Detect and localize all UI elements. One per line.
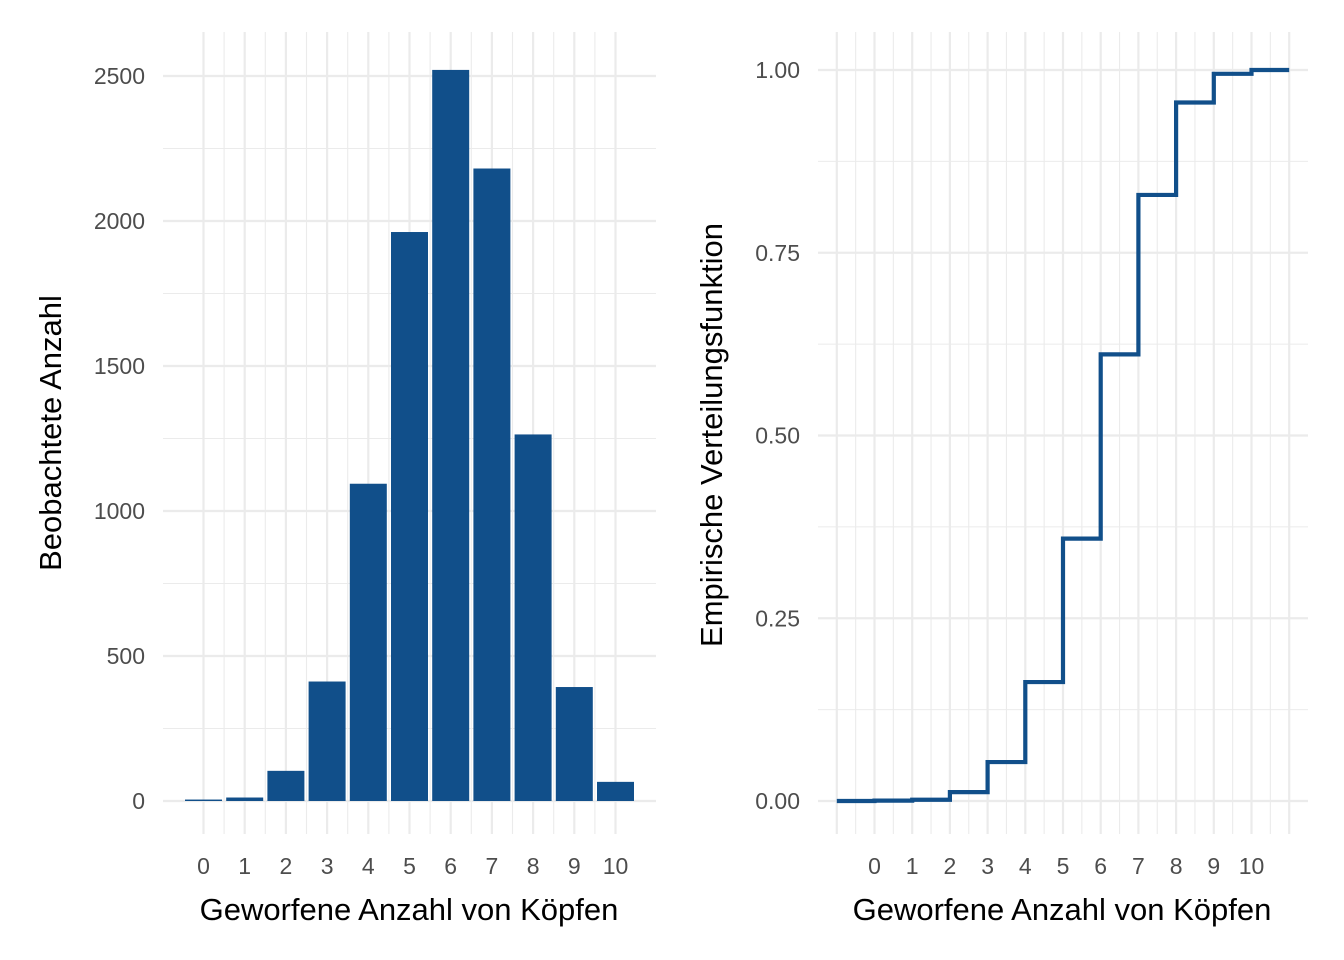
y-tick-label: 2500 (94, 63, 145, 89)
bar (267, 770, 305, 801)
ecdf-grid (818, 32, 1308, 834)
y-tick-label: 0.75 (755, 240, 800, 266)
y-tick-label: 2000 (94, 208, 145, 234)
ecdf-step-line (836, 67, 1290, 804)
bar (473, 168, 511, 801)
y-tick-label: 0 (132, 788, 145, 814)
x-tick-label: 6 (1094, 853, 1107, 879)
bar (555, 687, 593, 801)
ecdf-panel: 0.00 0.25 0.50 0.75 1.00 0 1 2 3 4 5 6 7 8 9 10 Geworf… (694, 32, 1308, 927)
x-tick-label: 5 (403, 853, 416, 879)
x-tick-label: 2 (944, 853, 957, 879)
x-tick-label: 10 (1239, 853, 1265, 879)
x-tick-label: 7 (1132, 853, 1145, 879)
bar (308, 681, 346, 801)
x-tick-label: 10 (603, 853, 629, 879)
histogram-x-axis-title: Geworfene Anzahl von Köpfen (200, 892, 619, 927)
bar (514, 434, 552, 801)
x-tick-label: 9 (568, 853, 581, 879)
x-tick-label: 2 (280, 853, 293, 879)
y-tick-label: 1500 (94, 353, 145, 379)
bar (185, 799, 222, 801)
ecdf-y-axis-title: Empirische Verteilungsfunktion (694, 223, 729, 647)
y-tick-label: 0.25 (755, 605, 800, 631)
histogram-bars (185, 69, 634, 801)
histogram-y-tick-labels: 0 500 1000 1500 2000 2500 (94, 63, 145, 814)
histogram-y-axis-title: Beobachtete Anzahl (33, 295, 68, 571)
x-tick-label: 0 (197, 853, 210, 879)
bar (597, 781, 634, 801)
x-tick-label: 6 (444, 853, 457, 879)
x-tick-label: 0 (868, 853, 881, 879)
x-tick-label: 4 (362, 853, 375, 879)
bar (226, 797, 264, 801)
x-tick-label: 3 (321, 853, 334, 879)
histogram-x-tick-labels: 0 1 2 3 4 5 6 7 8 9 10 (197, 853, 628, 879)
bar (391, 232, 428, 801)
x-tick-label: 3 (981, 853, 994, 879)
ecdf-x-axis-title: Geworfene Anzahl von Köpfen (853, 892, 1272, 927)
ecdf-x-tick-labels: 0 1 2 3 4 5 6 7 8 9 10 (868, 853, 1264, 879)
y-tick-label: 0.50 (755, 423, 800, 449)
y-tick-label: 500 (107, 643, 145, 669)
ecdf-y-tick-labels: 0.00 0.25 0.50 0.75 1.00 (755, 57, 800, 814)
histogram-panel: 0 500 1000 1500 2000 2500 0 1 2 3 4 5 6 7 8 9 10 Geworf… (33, 32, 656, 927)
bar (349, 483, 387, 801)
y-tick-label: 1000 (94, 498, 145, 524)
x-tick-label: 8 (1170, 853, 1183, 879)
x-tick-label: 1 (238, 853, 251, 879)
x-tick-label: 8 (527, 853, 540, 879)
bar (432, 69, 470, 801)
y-tick-label: 0.00 (755, 788, 800, 814)
y-tick-label: 1.00 (755, 57, 800, 83)
x-tick-label: 4 (1019, 853, 1032, 879)
x-tick-label: 7 (486, 853, 499, 879)
x-tick-label: 9 (1207, 853, 1220, 879)
x-tick-label: 5 (1057, 853, 1070, 879)
x-tick-label: 1 (906, 853, 919, 879)
